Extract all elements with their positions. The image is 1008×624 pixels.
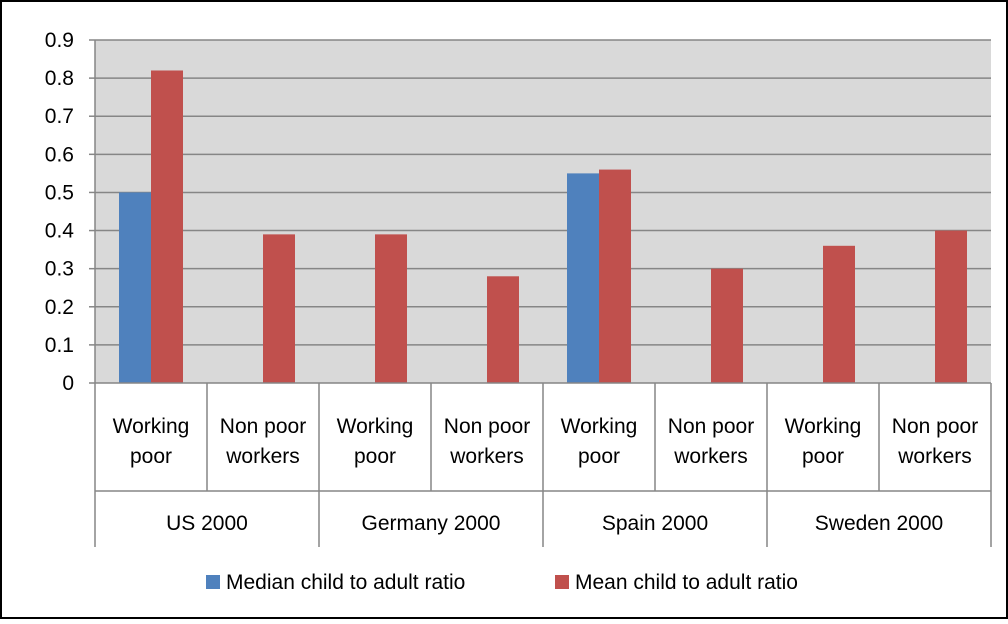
category-label: Non poor bbox=[220, 415, 306, 438]
bar-median bbox=[567, 173, 599, 383]
bar-median bbox=[119, 192, 151, 383]
category-label: Non poor bbox=[444, 415, 530, 438]
category-label: workers bbox=[673, 445, 748, 468]
category-label: Working bbox=[337, 415, 414, 438]
category-label: Non poor bbox=[892, 415, 978, 438]
axes bbox=[89, 39, 992, 547]
category-label: workers bbox=[897, 445, 972, 468]
plot-area bbox=[95, 40, 991, 383]
y-tick-label: 0.1 bbox=[45, 334, 74, 357]
y-tick-label: 0 bbox=[62, 372, 74, 395]
y-tick-label: 0.4 bbox=[45, 220, 75, 243]
category-label: poor bbox=[802, 445, 844, 468]
group-label: US 2000 bbox=[166, 512, 248, 535]
legend-label: Mean child to adult ratio bbox=[575, 571, 798, 594]
bar-mean bbox=[151, 70, 183, 383]
y-tick-label: 0.2 bbox=[45, 296, 74, 319]
y-tick-label: 0.6 bbox=[45, 143, 74, 166]
bar-mean bbox=[487, 276, 519, 383]
category-label: Working bbox=[113, 415, 190, 438]
y-tick-label: 0.8 bbox=[45, 67, 74, 90]
legend-swatch bbox=[206, 575, 220, 589]
category-label: workers bbox=[449, 445, 524, 468]
group-label: Spain 2000 bbox=[602, 512, 708, 535]
group-label: Germany 2000 bbox=[362, 512, 501, 535]
category-label: poor bbox=[578, 445, 620, 468]
y-tick-label: 0.5 bbox=[45, 181, 74, 204]
bars bbox=[119, 70, 967, 383]
y-tick-label: 0.7 bbox=[45, 105, 74, 128]
category-label: Working bbox=[785, 415, 862, 438]
category-label: workers bbox=[225, 445, 300, 468]
legend-swatch bbox=[555, 575, 569, 589]
legend-label: Median child to adult ratio bbox=[226, 571, 465, 594]
bar-mean bbox=[711, 268, 743, 383]
category-label: poor bbox=[354, 445, 396, 468]
category-label: Working bbox=[561, 415, 638, 438]
y-tick-label: 0.3 bbox=[45, 258, 74, 281]
bar-mean bbox=[599, 169, 631, 383]
bar-mean bbox=[823, 245, 855, 383]
bar-mean bbox=[375, 234, 407, 383]
bar-mean bbox=[935, 230, 967, 383]
bar-mean bbox=[263, 234, 295, 383]
category-label: Non poor bbox=[668, 415, 754, 438]
legend: Median child to adult ratio Mean child to… bbox=[206, 571, 798, 594]
group-label: Sweden 2000 bbox=[815, 512, 943, 535]
axis-labels: 0 0.1 0.2 0.3 0.4 0.5 0.6 0.7 0.8 0.9 Working poor N… bbox=[45, 29, 978, 535]
category-label: poor bbox=[130, 445, 172, 468]
y-tick-label: 0.9 bbox=[45, 29, 74, 52]
